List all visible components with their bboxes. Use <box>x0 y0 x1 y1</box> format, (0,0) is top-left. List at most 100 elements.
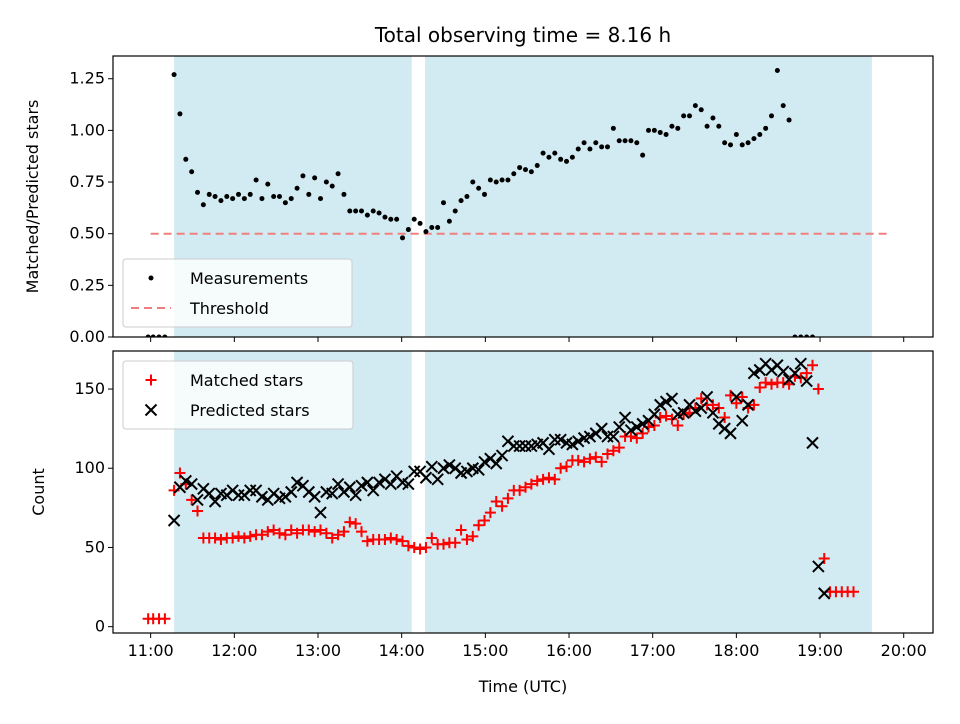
data-point <box>800 374 813 388</box>
data-point <box>426 532 438 544</box>
x-tick-label: 13:00 <box>295 641 341 660</box>
data-point <box>792 334 798 337</box>
data-point <box>593 140 599 146</box>
data-point <box>777 365 790 378</box>
data-point <box>476 185 482 191</box>
data-point <box>687 113 693 119</box>
data-point <box>736 391 748 403</box>
data-point <box>564 158 570 164</box>
series-measurements <box>145 67 816 337</box>
data-point <box>628 138 634 144</box>
data-point <box>707 399 719 411</box>
data-point <box>189 169 195 175</box>
data-point <box>372 476 386 489</box>
data-point <box>420 541 432 553</box>
data-point <box>519 439 532 453</box>
data-point <box>549 473 561 485</box>
data-point <box>156 334 162 337</box>
legend-label: Threshold <box>189 299 269 318</box>
data-point <box>599 144 605 150</box>
data-point <box>203 487 216 500</box>
data-point <box>794 357 808 370</box>
data-point <box>523 167 529 173</box>
data-point <box>719 412 731 424</box>
data-point <box>285 485 298 499</box>
data-point <box>766 378 778 390</box>
data-point <box>605 144 611 150</box>
data-point <box>763 125 769 131</box>
data-point <box>306 191 312 197</box>
data-point <box>437 462 450 475</box>
data-point <box>646 127 652 133</box>
data-point <box>185 477 198 491</box>
data-point <box>271 194 277 199</box>
data-point <box>654 398 667 412</box>
data-point <box>513 439 526 453</box>
data-point <box>179 474 193 488</box>
data-point <box>323 179 329 185</box>
data-point <box>741 398 755 412</box>
y-tick-label: 50 <box>85 537 105 556</box>
data-point <box>391 534 403 546</box>
data-point <box>555 462 567 474</box>
data-point <box>507 439 521 453</box>
data-point <box>613 442 625 454</box>
data-point <box>552 150 558 156</box>
data-point <box>441 200 447 206</box>
data-point <box>376 210 382 216</box>
data-point <box>408 465 421 478</box>
data-point <box>651 127 657 133</box>
data-point <box>145 334 151 337</box>
data-point <box>575 146 581 152</box>
data-point <box>572 435 585 448</box>
data-point <box>326 532 338 544</box>
data-point <box>449 537 461 549</box>
data-point <box>384 477 398 491</box>
legend-marker <box>148 275 154 281</box>
data-point <box>724 427 737 440</box>
data-point <box>807 359 819 371</box>
data-point <box>388 216 394 222</box>
data-point <box>578 456 590 468</box>
data-point <box>631 432 643 444</box>
data-point <box>405 227 411 233</box>
data-point <box>335 171 341 177</box>
data-point <box>788 366 802 380</box>
data-point <box>812 560 825 573</box>
data-point <box>818 587 831 600</box>
data-point <box>700 390 714 404</box>
data-point <box>467 530 479 542</box>
x-tick-label: 18:00 <box>713 641 759 660</box>
y-tick-label: 0.50 <box>69 224 105 243</box>
data-point <box>678 408 690 420</box>
data-point <box>818 553 830 565</box>
data-point <box>695 401 708 415</box>
data-point <box>786 117 792 123</box>
data-point <box>520 481 532 493</box>
y-tick-label: 0.00 <box>69 327 105 346</box>
data-point <box>356 526 368 538</box>
data-point <box>290 476 304 489</box>
observing-interval <box>425 351 872 633</box>
data-point <box>288 196 294 202</box>
data-point <box>259 196 265 202</box>
x-tick-label: 16:00 <box>546 641 592 660</box>
data-point <box>446 218 452 224</box>
data-point <box>689 404 702 418</box>
data-point <box>315 524 327 536</box>
data-point <box>402 540 414 552</box>
data-point <box>364 212 370 218</box>
data-point <box>461 534 473 546</box>
data-point <box>200 202 206 208</box>
data-point <box>806 436 819 450</box>
data-point <box>171 72 177 78</box>
data-point <box>423 229 429 235</box>
y-tick-label: 1.25 <box>69 69 105 88</box>
data-point <box>543 472 555 484</box>
data-point <box>739 142 745 148</box>
data-point <box>733 132 739 138</box>
data-point <box>411 216 417 222</box>
data-point <box>493 179 499 185</box>
data-point <box>677 406 690 419</box>
data-point <box>710 115 716 121</box>
